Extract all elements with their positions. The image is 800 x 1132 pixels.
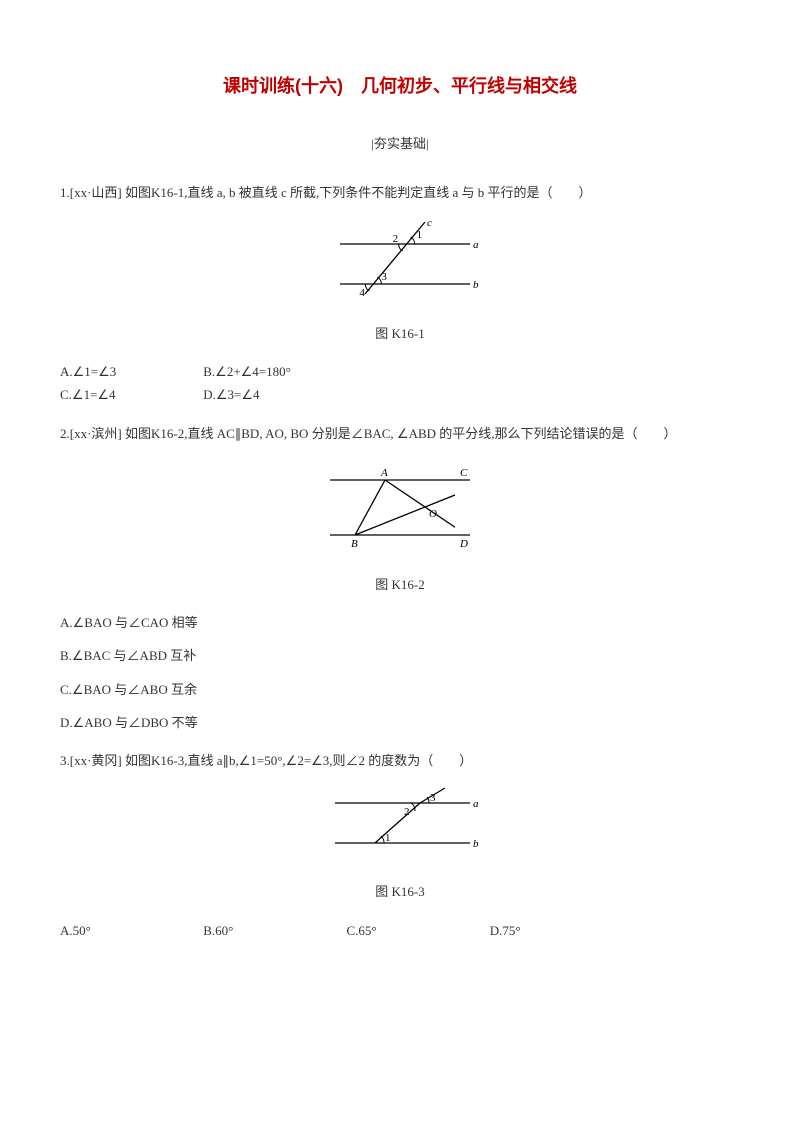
q1-caption: 图 K16-1 [60, 322, 740, 345]
svg-text:a: a [473, 798, 479, 810]
q3-optC: C.65° [347, 919, 487, 942]
question-2: 2.[xx·滨州] 如图K16-2,直线 AC∥BD, AO, BO 分别是∠B… [60, 422, 740, 735]
diagram-k16-3: 1 2 3 a b [310, 783, 490, 863]
q3-caption: 图 K16-3 [60, 880, 740, 903]
q3-optB: B.60° [203, 919, 343, 942]
q2-optD: D.∠ABO 与∠DBO 不等 [60, 711, 740, 734]
svg-text:b: b [473, 279, 479, 291]
svg-text:c: c [427, 217, 432, 229]
q3-optA: A.50° [60, 919, 200, 942]
q1-options-row2: C.∠1=∠4 D.∠3=∠4 [60, 383, 740, 406]
q2-figure: A B C D O [60, 455, 740, 562]
svg-text:A: A [380, 467, 388, 479]
svg-text:3: 3 [430, 792, 436, 804]
q2-optA: A.∠BAO 与∠CAO 相等 [60, 611, 740, 634]
svg-text:D: D [459, 538, 468, 550]
q1-optD: D.∠3=∠4 [203, 383, 343, 406]
svg-text:1: 1 [385, 832, 391, 844]
svg-text:b: b [473, 838, 479, 850]
svg-text:2: 2 [404, 806, 410, 818]
diagram-k16-2: A B C D O [310, 455, 490, 555]
q1-options-row1: A.∠1=∠3 B.∠2+∠4=180° [60, 360, 740, 383]
q1-figure: 1 2 3 4 c a b [60, 214, 740, 311]
q2-caption: 图 K16-2 [60, 573, 740, 596]
q1-optC: C.∠1=∠4 [60, 383, 200, 406]
svg-text:a: a [473, 239, 479, 251]
q3-figure: 1 2 3 a b [60, 783, 740, 870]
q3-options: A.50° B.60° C.65° D.75° [60, 919, 740, 942]
question-1: 1.[xx·山西] 如图K16-1,直线 a, b 被直线 c 所截,下列条件不… [60, 181, 740, 407]
svg-text:1: 1 [417, 229, 423, 241]
subtitle: |夯实基础| [60, 132, 740, 155]
q1-text: 1.[xx·山西] 如图K16-1,直线 a, b 被直线 c 所截,下列条件不… [60, 181, 740, 204]
svg-text:O: O [429, 508, 437, 520]
q1-optA: A.∠1=∠3 [60, 360, 200, 383]
q3-text: 3.[xx·黄冈] 如图K16-3,直线 a∥b,∠1=50°,∠2=∠3,则∠… [60, 749, 740, 772]
svg-text:C: C [460, 467, 468, 479]
question-3: 3.[xx·黄冈] 如图K16-3,直线 a∥b,∠1=50°,∠2=∠3,则∠… [60, 749, 740, 942]
q2-optB: B.∠BAC 与∠ABD 互补 [60, 644, 740, 667]
svg-text:3: 3 [381, 271, 387, 283]
svg-text:4: 4 [359, 287, 365, 299]
q1-optB: B.∠2+∠4=180° [203, 360, 343, 383]
diagram-k16-1: 1 2 3 4 c a b [310, 214, 490, 304]
q2-options: A.∠BAO 与∠CAO 相等 B.∠BAC 与∠ABD 互补 C.∠BAO 与… [60, 611, 740, 735]
q3-optD: D.75° [490, 919, 630, 942]
svg-text:2: 2 [393, 233, 399, 245]
page-title: 课时训练(十六) 几何初步、平行线与相交线 [60, 70, 740, 102]
q2-optC: C.∠BAO 与∠ABO 互余 [60, 678, 740, 701]
svg-text:B: B [351, 538, 358, 550]
q2-text: 2.[xx·滨州] 如图K16-2,直线 AC∥BD, AO, BO 分别是∠B… [60, 422, 740, 445]
